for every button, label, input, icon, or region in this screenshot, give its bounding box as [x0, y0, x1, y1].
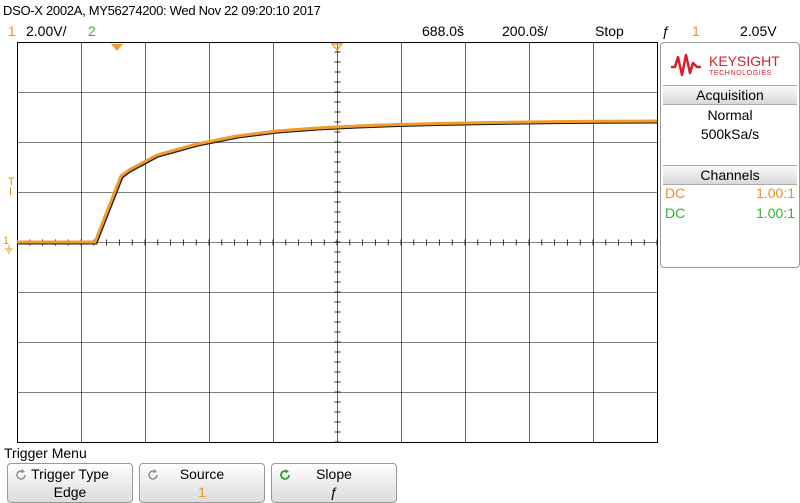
trigger-level-tick: [10, 187, 11, 195]
horizontal-scale[interactable]: 200.0š/: [502, 23, 548, 39]
source-softkey[interactable]: Source 1: [139, 463, 265, 503]
trigger-edge-icon: ƒ: [662, 23, 670, 39]
keysight-logo: KEYSIGHT TECHNOLOGIES: [671, 53, 780, 77]
source-value: 1: [198, 484, 206, 500]
channel-1-indicator[interactable]: 1: [8, 23, 16, 39]
info-panel: KEYSIGHT TECHNOLOGIES Acquisition Normal…: [660, 42, 800, 268]
trigger-level-marker[interactable]: T: [8, 176, 15, 188]
channel-1-scale[interactable]: 2.00V/: [26, 23, 67, 39]
horizontal-position[interactable]: 688.0š: [422, 23, 465, 39]
channel-1-trace: [17, 119, 658, 244]
channels-header: Channels: [663, 165, 797, 185]
channel-2-probe-ratio: 1.00:1: [756, 205, 795, 221]
time-reference-marker: [330, 43, 344, 51]
waveform-display[interactable]: [17, 42, 658, 443]
trigger-type-softkey[interactable]: Trigger Type Edge: [7, 463, 133, 503]
rotate-knob-icon: [148, 469, 158, 480]
window-title: DSO-X 2002A, MY56274200: Wed Nov 22 09:2…: [3, 3, 321, 18]
trigger-type-label: Trigger Type: [31, 466, 109, 482]
run-status[interactable]: Stop: [595, 23, 624, 39]
svg-text:TECHNOLOGIES: TECHNOLOGIES: [709, 70, 772, 77]
trigger-position-marker[interactable]: [111, 44, 123, 51]
rotate-knob-icon: [280, 469, 290, 480]
menu-title: Trigger Menu: [4, 445, 87, 461]
slope-label: Slope: [316, 466, 352, 482]
sample-rate: 500kSa/s: [700, 126, 760, 142]
channel-2-indicator[interactable]: 2: [88, 23, 96, 39]
trigger-level[interactable]: 2.05V: [740, 23, 777, 39]
channel-2-coupling: DC: [665, 205, 686, 221]
channel-2-row: DC 1.00:1: [665, 205, 795, 221]
svg-text:KEYSIGHT: KEYSIGHT: [709, 53, 780, 69]
source-label: Source: [179, 466, 225, 482]
acquisition-header: Acquisition: [663, 85, 797, 105]
channel-1-probe-ratio: 1.00:1: [756, 185, 795, 201]
channel-1-row: DC 1.00:1: [665, 185, 795, 201]
acquisition-mode: Normal: [707, 107, 753, 123]
trigger-source[interactable]: 1: [692, 23, 700, 39]
rotate-knob-icon: [16, 469, 26, 480]
slope-value: ƒ: [330, 484, 338, 500]
channel-1-ground-marker[interactable]: 1: [3, 235, 10, 247]
trigger-type-value: Edge: [53, 484, 87, 500]
channel-1-coupling: DC: [665, 185, 686, 201]
slope-softkey[interactable]: Slope ƒ: [271, 463, 397, 503]
ground-icon: [5, 245, 13, 254]
